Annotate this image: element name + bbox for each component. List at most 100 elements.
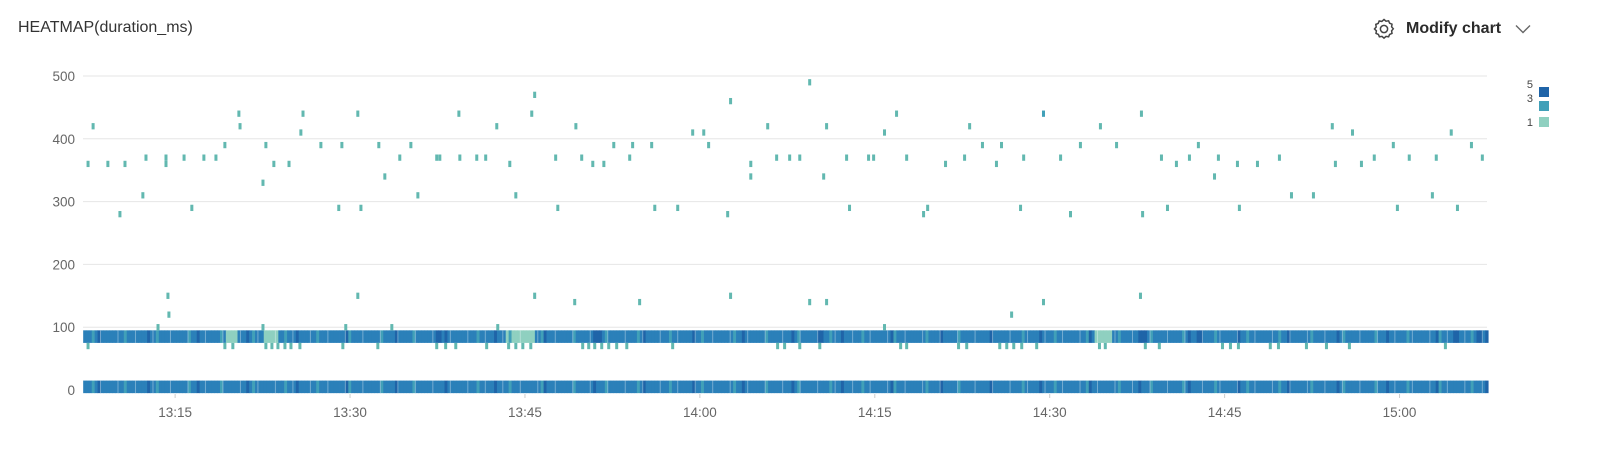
heatmap-cell — [944, 160, 948, 168]
heatmap-cell — [1068, 330, 1072, 343]
heatmap-cell — [913, 380, 918, 394]
heatmap-cell — [884, 330, 889, 343]
heatmap-cell — [88, 330, 93, 343]
heatmap-cell — [1356, 330, 1361, 343]
heatmap-cell — [357, 330, 361, 343]
heatmap-cell — [1097, 330, 1101, 343]
heatmap-cell — [741, 330, 746, 343]
heatmap-cell — [272, 330, 276, 343]
x-tick-label: 13:15 — [158, 405, 192, 420]
heatmap-cell — [1307, 330, 1311, 343]
heatmap-cell — [691, 129, 695, 136]
heatmap-cell — [701, 330, 705, 343]
heatmap-cell — [1132, 330, 1136, 343]
heatmap-cell — [905, 154, 909, 161]
heatmap-cell — [1138, 292, 1142, 299]
heatmap-cell — [849, 380, 854, 394]
modify-chart-button[interactable]: Modify chart — [1372, 14, 1531, 44]
heatmap-cell — [141, 192, 145, 199]
heatmap-cell — [1438, 380, 1442, 394]
heatmap-cell — [243, 330, 247, 343]
heatmap-cell — [1219, 380, 1224, 394]
heatmap-cell — [650, 141, 654, 149]
heatmap-cell — [1257, 330, 1262, 343]
heatmap-cell — [584, 380, 588, 394]
heatmap-cell — [359, 204, 363, 212]
heatmap-cell — [400, 380, 405, 394]
heatmap-cell — [564, 330, 568, 343]
heatmap-cell — [1281, 330, 1285, 343]
heatmap-cell — [715, 330, 719, 343]
heatmap-cell — [345, 380, 349, 394]
heatmap-cell — [1012, 330, 1017, 343]
heatmap-cell — [120, 330, 125, 343]
heatmap-cell — [910, 330, 915, 343]
heatmap-cell — [549, 380, 553, 394]
heatmap-cell — [237, 330, 241, 343]
heatmap-cell — [185, 330, 189, 343]
heatmap-cell — [845, 154, 849, 161]
heatmap-cell — [1216, 154, 1220, 161]
heatmap-cell — [523, 380, 527, 394]
heatmap-cell — [818, 342, 822, 350]
heatmap-cell — [214, 380, 218, 394]
heatmap-cell — [1412, 380, 1416, 394]
heatmap-cell — [1152, 380, 1157, 394]
heatmap-cell — [507, 342, 511, 350]
heatmap-cell — [1311, 192, 1315, 199]
heatmap-cell — [826, 330, 830, 343]
heatmap-cell — [1193, 330, 1198, 343]
x-tick-label: 13:30 — [333, 405, 367, 420]
heatmap-cell — [316, 330, 320, 343]
heatmap-cell — [429, 380, 434, 394]
heatmap-cell — [416, 192, 420, 199]
heatmap-cell — [1362, 330, 1367, 343]
heatmap-cell — [1441, 380, 1445, 394]
heatmap-cell — [561, 330, 565, 343]
heatmap-cell — [164, 154, 168, 161]
heatmap-cell — [377, 330, 381, 343]
heatmap-cell — [1033, 380, 1037, 394]
heatmap-cell — [1196, 141, 1200, 149]
heatmap-cell — [1418, 330, 1422, 343]
heatmap-cell — [919, 330, 924, 343]
heatmap-cell — [1432, 380, 1437, 394]
heatmap-cell — [167, 311, 171, 318]
heatmap-cell — [610, 380, 614, 394]
heatmap-cell — [905, 342, 909, 350]
heatmap-cell — [599, 380, 603, 394]
heatmap-cell — [158, 330, 163, 343]
heatmap-cell — [1266, 380, 1270, 394]
heatmap-cell — [1082, 380, 1087, 394]
heatmap-cell — [389, 330, 393, 343]
heatmap-cell — [287, 380, 291, 394]
heatmap-cell — [612, 141, 616, 149]
heatmap-cell — [435, 154, 439, 161]
heatmap-cell — [902, 330, 906, 343]
heatmap-cell — [829, 380, 833, 394]
heatmap-cell — [1001, 330, 1005, 343]
heatmap-cell — [383, 380, 387, 394]
heatmap-cell — [324, 380, 329, 394]
heatmap-cell — [1368, 380, 1372, 394]
heatmap-cell — [313, 330, 317, 343]
heatmap-cell — [890, 330, 894, 343]
heatmap-cell — [1187, 154, 1191, 161]
heatmap-cell — [558, 330, 562, 343]
heatmap-cell — [1179, 380, 1183, 394]
heatmap-cell — [1103, 330, 1107, 343]
heatmap-cell — [1141, 211, 1145, 218]
heatmap-cell — [432, 330, 437, 343]
heatmap-cell — [220, 330, 224, 343]
heatmap-cell — [225, 380, 230, 394]
heatmap-cell — [622, 330, 626, 343]
heatmap-cell — [825, 123, 829, 130]
heatmap-cell — [546, 330, 550, 343]
heatmap-cell — [913, 330, 918, 343]
heatmap-cell — [619, 330, 623, 343]
heatmap-cell — [1228, 380, 1233, 394]
heatmap-cell — [556, 204, 560, 212]
heatmap-cell — [444, 330, 448, 343]
heatmap-cell — [100, 330, 104, 343]
heatmap-cell — [1147, 330, 1151, 343]
